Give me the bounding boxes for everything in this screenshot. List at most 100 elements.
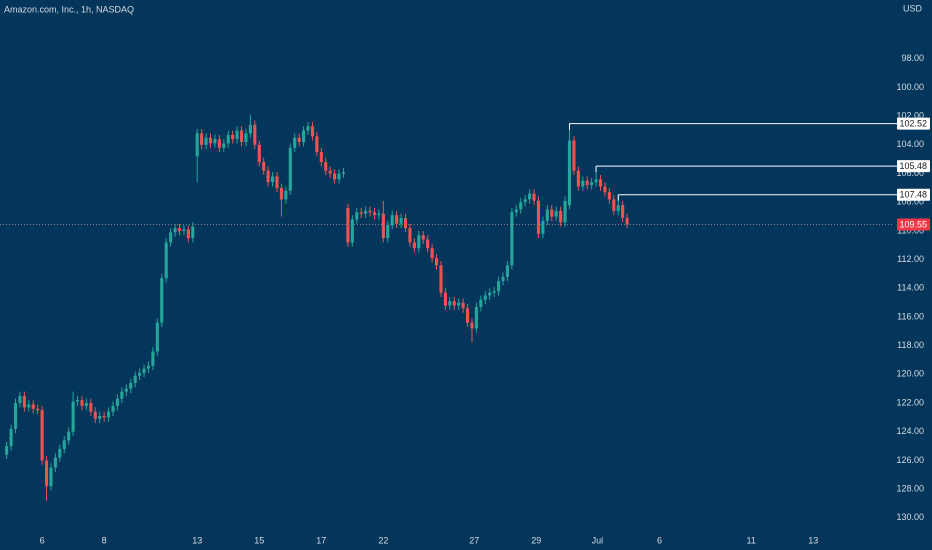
y-tick-label: 130.00 <box>896 512 924 522</box>
candle-body <box>44 460 49 487</box>
candle-body <box>395 215 399 224</box>
level-label-box <box>897 160 930 173</box>
candle-body <box>412 242 416 249</box>
candle-body <box>359 212 363 214</box>
candle-body <box>111 405 115 412</box>
candle-body <box>576 170 580 187</box>
candle-body <box>519 202 523 210</box>
level-label: 105.48 <box>899 161 927 171</box>
candle-body <box>58 448 62 458</box>
x-tick-label: 29 <box>531 535 541 545</box>
candle-body <box>430 248 434 259</box>
candle-body <box>381 213 385 239</box>
candle-body <box>49 467 53 487</box>
candle-body <box>315 136 319 153</box>
candle-body <box>235 130 239 140</box>
y-tick-label: 126.00 <box>896 455 924 465</box>
candle-body <box>89 403 93 412</box>
candle-body <box>372 212 377 216</box>
candle-body <box>590 182 594 186</box>
candle-body <box>341 172 346 174</box>
candle-body <box>377 213 381 216</box>
candle-body <box>253 124 257 145</box>
candle-body <box>572 140 576 171</box>
candle-body <box>177 228 182 231</box>
candle-body <box>31 404 35 409</box>
y-tick-label: 106.00 <box>896 168 924 178</box>
candle-body <box>124 388 128 392</box>
x-tick-label: 27 <box>469 535 479 545</box>
level-label: 102.52 <box>899 119 927 129</box>
x-tick-label: 8 <box>102 535 107 545</box>
candle-body <box>581 180 585 187</box>
candle-body <box>204 137 208 145</box>
y-tick-label: 98.00 <box>901 53 924 63</box>
candle-body <box>434 258 439 266</box>
candle-body <box>528 193 532 200</box>
candle-body <box>399 218 403 224</box>
candle-body <box>302 130 306 142</box>
candle-body <box>563 200 567 223</box>
candle-body <box>138 372 142 376</box>
candle-body <box>510 212 514 266</box>
candle-body <box>621 205 625 219</box>
candle-body <box>93 411 97 419</box>
candle-body <box>288 147 292 191</box>
candle-body <box>53 457 57 468</box>
candle-body <box>80 400 84 406</box>
candle-body <box>62 440 66 449</box>
candle-body <box>239 130 244 142</box>
candle-body <box>390 215 394 226</box>
candle-body <box>350 219 354 243</box>
candle-body <box>275 176 279 188</box>
candle-body <box>129 382 133 389</box>
candle-body <box>559 210 563 223</box>
candle-body <box>483 295 487 300</box>
candle-body <box>195 133 199 157</box>
x-tick-label: 11 <box>747 535 756 545</box>
candle-body <box>22 395 26 408</box>
candle-body <box>297 137 301 142</box>
candle-body <box>532 193 536 201</box>
candle-body <box>603 186 607 193</box>
candle-body <box>169 232 173 243</box>
candle-body <box>333 173 337 180</box>
candle-body <box>279 187 283 200</box>
candle-body <box>346 207 350 243</box>
candle-body <box>439 265 443 293</box>
x-tick-label: 6 <box>657 535 662 545</box>
candle-body <box>200 133 204 145</box>
candle-body <box>271 176 275 183</box>
candle-body <box>98 415 102 419</box>
candle-body <box>545 209 549 221</box>
y-tick-label: 102.00 <box>896 111 924 121</box>
candle-body <box>213 139 217 144</box>
candle-body <box>186 229 190 239</box>
x-tick-label: 15 <box>254 535 264 545</box>
candle-body <box>612 199 616 211</box>
candle-body <box>426 239 430 249</box>
x-tick-label: 17 <box>316 535 326 545</box>
candle-body <box>182 229 186 231</box>
candle-body <box>443 292 447 306</box>
candle-body <box>403 218 408 229</box>
candle-body <box>364 210 368 214</box>
candle-body <box>536 200 541 234</box>
x-tick-label: 22 <box>378 535 388 545</box>
candle-body <box>616 205 620 211</box>
candle-body <box>501 276 505 282</box>
candle-body <box>155 322 159 352</box>
axis-unit: USD <box>903 3 923 13</box>
candle-body <box>492 291 496 293</box>
last-price-box <box>897 218 930 231</box>
candle-body <box>67 431 71 441</box>
candle-body <box>36 408 40 411</box>
candle-body <box>306 126 310 131</box>
candle-body <box>146 365 151 369</box>
candle-body <box>607 192 611 200</box>
y-tick-label: 104.00 <box>896 139 924 149</box>
candle-body <box>421 235 425 240</box>
candle-body <box>13 403 18 429</box>
x-tick-label: 13 <box>808 535 818 545</box>
candle-body <box>541 220 545 234</box>
